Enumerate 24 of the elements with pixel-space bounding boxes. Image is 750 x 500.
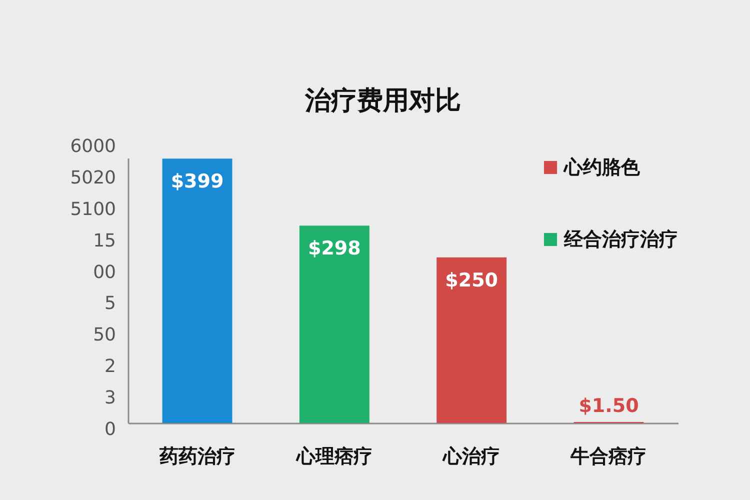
x-tick-label: 牛合痞疗 (570, 446, 647, 468)
data-label: $1.50 (578, 395, 639, 418)
text: 2 (104, 356, 116, 378)
bar (162, 158, 232, 423)
text: 15 (93, 230, 116, 252)
text: 0 (104, 419, 116, 440)
chart-title: 治疗费用对比 (304, 86, 461, 116)
bar (299, 226, 370, 423)
data-label: $298 (308, 238, 361, 260)
bar (436, 257, 507, 423)
data-label: $399 (170, 170, 224, 193)
text: 00 (93, 262, 116, 283)
text: 6000 (70, 136, 116, 157)
legend-label: 经合治疗治疗 (563, 228, 678, 250)
text: 5100 (70, 198, 116, 220)
text: 5 (104, 293, 116, 314)
x-tick-label: 药药治疗 (158, 446, 236, 468)
data-label: $250 (445, 269, 498, 292)
text: 50 (93, 324, 116, 346)
text: 5020 (70, 167, 116, 188)
legend-label: 心约胳色 (563, 156, 641, 178)
x-tick-label: 心治疗 (442, 446, 500, 468)
text: 3 (104, 388, 116, 409)
x-tick-label: 心理痞疗 (295, 446, 372, 468)
